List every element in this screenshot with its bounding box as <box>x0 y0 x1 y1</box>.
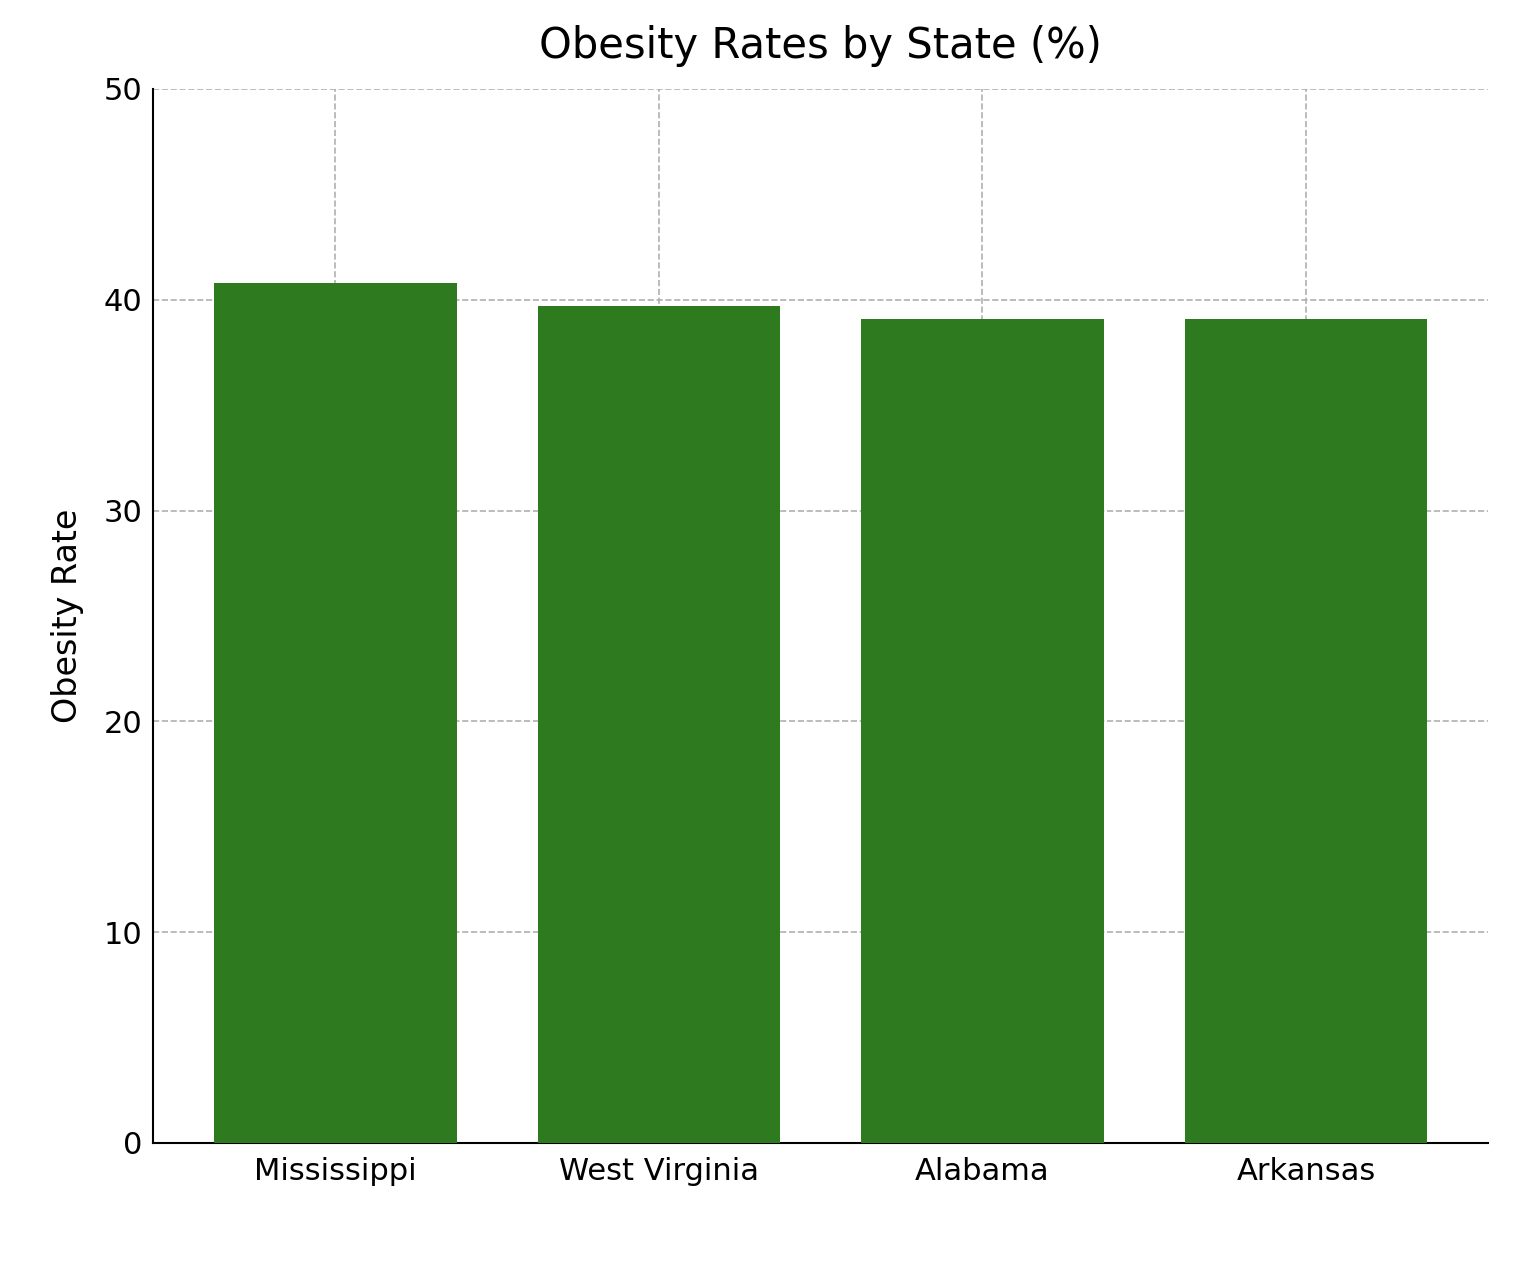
Y-axis label: Obesity Rate: Obesity Rate <box>51 509 84 723</box>
Bar <box>215 283 457 1143</box>
Bar <box>1184 319 1427 1143</box>
Bar <box>861 319 1104 1143</box>
Bar <box>537 306 781 1143</box>
Title: Obesity Rates by State (%): Obesity Rates by State (%) <box>540 25 1101 67</box>
